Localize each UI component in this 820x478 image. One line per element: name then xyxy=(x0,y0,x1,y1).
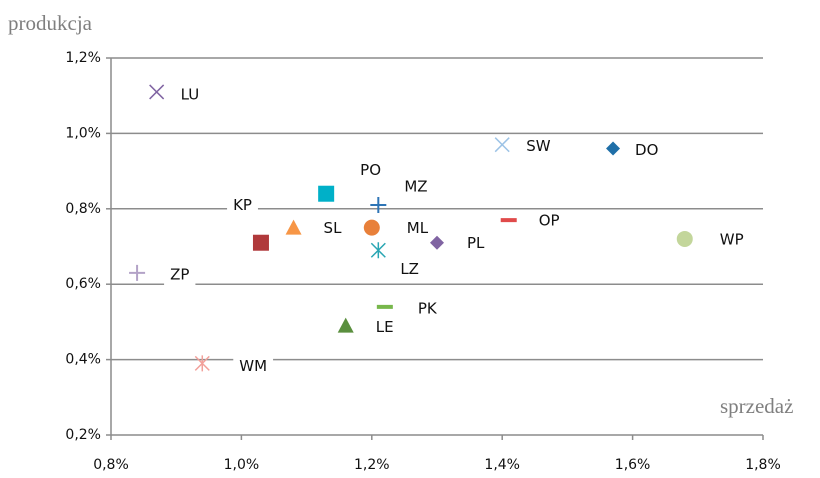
x-tick-label: 1,8% xyxy=(745,457,781,473)
marker xyxy=(129,264,146,281)
point-label: PL xyxy=(467,234,485,252)
y-tick-label: 1,0% xyxy=(65,125,101,141)
label-bg xyxy=(713,228,750,251)
point-label: MZ xyxy=(404,178,427,196)
label-bg xyxy=(398,175,434,198)
marker xyxy=(606,141,621,156)
point-label: SW xyxy=(526,137,551,155)
point-label: PO xyxy=(360,161,381,179)
y-tick-label: 1,2% xyxy=(65,50,101,66)
labels: LU SW DO PO MZ KP SL ML OP PL LZ WP ZP PK LE WM xyxy=(164,83,750,377)
marker xyxy=(494,137,510,153)
point-label: KP xyxy=(233,196,252,214)
marker xyxy=(370,197,387,214)
marker xyxy=(430,235,444,250)
label-bg xyxy=(532,209,566,232)
point-label: PK xyxy=(418,299,438,317)
x-tick-label: 0,8% xyxy=(93,457,129,473)
label-bg xyxy=(400,217,435,240)
marker xyxy=(363,219,380,236)
x-tick-label: 1,6% xyxy=(615,457,651,473)
grid xyxy=(111,57,763,361)
y-tick-label: 0,4% xyxy=(65,352,101,368)
marker xyxy=(370,242,386,259)
point-label: LU xyxy=(181,85,200,103)
point-label: LE xyxy=(376,318,394,336)
label-bg xyxy=(233,354,274,377)
label-bg xyxy=(629,138,665,161)
point-label: ML xyxy=(407,219,429,237)
marker xyxy=(194,355,210,372)
marks xyxy=(129,84,693,372)
point-label: DO xyxy=(635,141,658,159)
label-bg xyxy=(461,232,492,255)
point-label: LZ xyxy=(400,260,419,278)
label-bg xyxy=(227,194,258,217)
label-bg xyxy=(411,297,444,320)
marker xyxy=(337,317,354,333)
point-label: WP xyxy=(720,230,744,248)
x-axis-title: sprzedaż xyxy=(720,394,793,418)
point-label: WM xyxy=(239,357,267,375)
x-tick-label: 1,0% xyxy=(224,457,260,473)
label-bg xyxy=(394,257,425,280)
label-bg xyxy=(354,159,388,182)
y-tick-label: 0,2% xyxy=(65,427,101,443)
point-label: ZP xyxy=(170,265,189,283)
point-label: OP xyxy=(539,212,560,230)
marker xyxy=(285,219,302,235)
marker xyxy=(318,185,335,202)
marker xyxy=(252,234,269,251)
label-bg xyxy=(369,316,400,339)
label-bg xyxy=(520,135,557,158)
y-tick-label: 0,6% xyxy=(65,276,101,292)
x-tick-label: 1,2% xyxy=(354,457,390,473)
y-axis-title: produkcja xyxy=(8,11,93,35)
point-label: SL xyxy=(324,219,343,237)
y-tick-label: 0,8% xyxy=(65,201,101,217)
label-bg xyxy=(317,217,349,240)
marker xyxy=(149,84,165,100)
x-tick-label: 1,4% xyxy=(484,457,520,473)
label-bg xyxy=(164,263,196,286)
label-bg xyxy=(174,83,206,106)
marker xyxy=(676,230,693,247)
